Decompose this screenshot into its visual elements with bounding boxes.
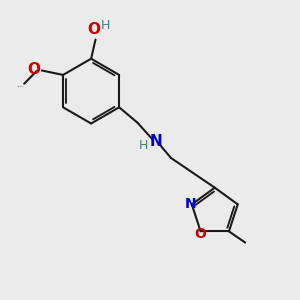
Text: O: O [27,61,40,76]
Text: O: O [194,227,206,241]
Text: methoxy: methoxy [18,85,24,87]
Text: H: H [139,139,148,152]
Text: N: N [184,197,196,211]
Text: N: N [150,134,163,149]
Text: H: H [101,19,110,32]
Text: O: O [88,22,100,37]
